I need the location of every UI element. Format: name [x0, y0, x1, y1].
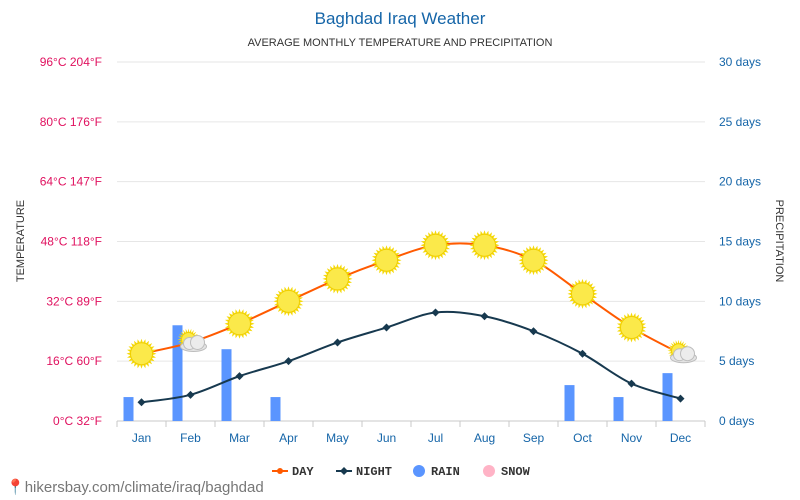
night-point: [235, 372, 244, 381]
rain-bar: [564, 385, 575, 421]
y-left-tick-label: 32°C 89°F: [46, 294, 102, 308]
sun-disc: [228, 312, 251, 336]
y-axis-left-title: TEMPERATURE: [15, 200, 27, 282]
sun-disc: [375, 248, 398, 272]
rain-bar: [221, 349, 232, 421]
sun-icon: [469, 230, 500, 261]
legend-item-rain: RAIN: [413, 465, 460, 479]
night-point: [480, 312, 489, 321]
y-right-tick-label: 5 days: [719, 354, 754, 368]
sun-icon: [371, 245, 402, 276]
sun-disc: [473, 233, 496, 257]
sun-icon: [420, 230, 451, 261]
sun-disc: [277, 289, 300, 313]
day-temperature-line: [141, 242, 681, 355]
rain-bar: [662, 373, 673, 421]
y-right-tick-label: 0 days: [719, 414, 754, 428]
cloud-icon: [180, 334, 207, 352]
watermark-text: hikersbay.com/climate/iraq/baghdad: [24, 479, 264, 496]
sun-icon: [126, 338, 157, 369]
night-point: [137, 398, 146, 407]
night-temperature-line: [141, 310, 681, 404]
legend-item-snow: SNOW: [483, 465, 531, 479]
x-tick-label: Aug: [474, 431, 495, 445]
sun-icon: [567, 278, 598, 309]
y-left-tick-label: 16°C 60°F: [46, 354, 102, 368]
x-tick-label: Feb: [180, 431, 201, 445]
y-right-tick-label: 20 days: [719, 175, 761, 189]
x-tick-label: Dec: [670, 431, 691, 445]
y-left-tick-label: 48°C 118°F: [41, 235, 102, 249]
night-point: [529, 327, 538, 336]
sun-disc: [522, 248, 545, 272]
rain-bar: [613, 397, 624, 421]
legend-label: SNOW: [501, 465, 531, 479]
y-left-tick-label: 64°C 147°F: [40, 175, 102, 189]
legend-label: RAIN: [431, 465, 460, 479]
night-point: [431, 308, 440, 317]
y-left-tick-label: 80°C 176°F: [40, 115, 102, 129]
x-tick-label: Nov: [621, 431, 642, 445]
sun-icon: [322, 263, 353, 294]
cloud-puff: [680, 346, 695, 362]
y-axis-left: 0°C 32°F 16°C 60°F 32°C 89°F 48°C 118°F 64°C…: [40, 55, 102, 428]
sun-disc: [130, 342, 153, 366]
x-axis: Jan Feb Mar Apr May Jun Jul Aug Sep Oct Nov Dec: [116, 421, 706, 445]
rain-bar: [270, 397, 281, 421]
cloud-icon: [670, 346, 697, 364]
x-tick-label: Apr: [279, 431, 298, 445]
watermark: 📍hikersbay.com/climate/iraq/baghdad: [6, 478, 264, 496]
y-right-tick-label: 30 days: [719, 55, 761, 69]
night-point: [284, 357, 293, 366]
y-right-tick-label: 25 days: [719, 115, 761, 129]
sun-disc: [424, 233, 447, 257]
gridlines: [117, 61, 705, 422]
chart-title: Baghdad Iraq Weather: [315, 9, 486, 28]
x-tick-label: May: [326, 431, 349, 445]
night-point: [186, 390, 195, 399]
sun-icon: [273, 286, 304, 317]
sun-disc: [571, 282, 594, 306]
legend: DAY NIGHT RAIN SNOW: [272, 465, 531, 479]
sun-disc: [326, 267, 349, 291]
rain-bar: [172, 325, 183, 421]
sun-icon: [224, 308, 255, 339]
legend-marker-icon: [277, 468, 283, 474]
cloud-puff: [190, 334, 205, 350]
legend-label: NIGHT: [356, 465, 392, 479]
y-axis-right-title: PRECIPITATION: [773, 200, 785, 283]
chart-subtitle: AVERAGE MONTHLY TEMPERATURE AND PRECIPIT…: [248, 37, 553, 49]
x-tick-label: Jun: [377, 431, 396, 445]
x-tick-label: Mar: [229, 431, 250, 445]
y-left-tick-label: 0°C 32°F: [53, 414, 102, 428]
sun-disc: [620, 316, 643, 340]
night-point: [333, 338, 342, 347]
temperature-lines: [137, 242, 685, 407]
night-point: [627, 379, 636, 388]
legend-dot-icon: [413, 465, 425, 477]
y-right-tick-label: 10 days: [719, 294, 761, 308]
legend-label: DAY: [292, 465, 314, 479]
y-left-tick-label: 96°C 204°F: [40, 55, 102, 69]
x-tick-label: Jul: [428, 431, 443, 445]
sun-icon: [616, 312, 647, 343]
night-point: [382, 323, 391, 332]
legend-marker-icon: [340, 467, 348, 475]
legend-item-night: NIGHT: [336, 465, 392, 479]
legend-item-day: DAY: [272, 465, 314, 479]
weather-icons: [126, 230, 697, 369]
rain-bars: [123, 325, 673, 421]
location-pin-icon: 📍: [6, 479, 25, 496]
y-axis-right: 0 days 5 days 10 days 15 days 20 days 25 days…: [719, 55, 761, 428]
x-tick-label: Sep: [523, 431, 545, 445]
rain-bar: [123, 397, 134, 421]
night-point: [676, 394, 685, 403]
night-point: [578, 349, 587, 358]
x-tick-label: Jan: [132, 431, 151, 445]
legend-dot-icon: [483, 465, 495, 477]
sun-icon: [518, 245, 549, 276]
y-right-tick-label: 15 days: [719, 235, 761, 249]
x-tick-label: Oct: [573, 431, 592, 445]
